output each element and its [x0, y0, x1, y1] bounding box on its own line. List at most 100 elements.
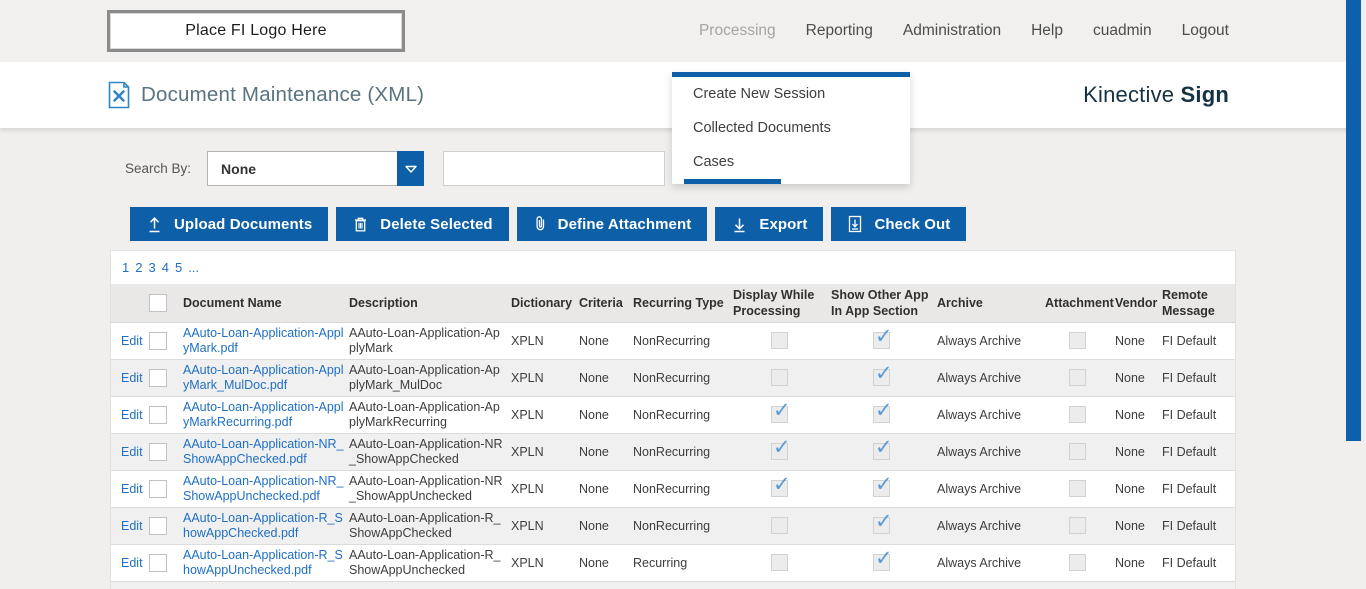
criteria-cell: None — [579, 333, 609, 348]
upload-icon — [149, 216, 160, 232]
description-cell: AAuto-Loan-Application-ApplyMark_MulDoc — [349, 358, 511, 396]
document-xml-icon — [108, 81, 130, 109]
edit-link[interactable]: Edit — [121, 370, 143, 385]
page-link-2[interactable]: 2 — [135, 260, 143, 275]
display-while-processing-checkbox — [771, 332, 788, 349]
nav-item-logout[interactable]: Logout — [1181, 22, 1229, 39]
row-select-checkbox[interactable] — [149, 405, 167, 424]
document-name-link[interactable]: AAuto-Loan-Application-NR_ShowAppUncheck… — [183, 473, 344, 503]
attachment-checkbox — [1069, 443, 1086, 460]
check-out-button[interactable]: Check Out — [831, 207, 967, 241]
attachment-checkbox — [1069, 517, 1086, 534]
upload-documents-button[interactable]: Upload Documents — [130, 207, 329, 241]
page-title: Document Maintenance (XML) — [141, 83, 425, 106]
col-attachment: Attachment — [1045, 284, 1115, 323]
show-other-app-checkbox — [873, 435, 893, 460]
remote-message-cell: FI Default — [1162, 432, 1235, 470]
scrollbar-track — [1361, 0, 1366, 589]
description-cell: AAuto-Loan-Application-R_ShowAppChecked — [349, 506, 511, 544]
row-select-checkbox[interactable] — [149, 368, 167, 387]
description-cell: AAuto-Loan-Application-NR_ShowAppChecked — [349, 432, 511, 470]
archive-cell: Always Archive — [937, 395, 1045, 433]
menu-item-cases[interactable]: Cases — [693, 154, 735, 170]
row-select-checkbox[interactable] — [149, 516, 167, 535]
attachment-checkbox — [1069, 554, 1086, 571]
document-table-body: Edit AAuto-Loan-Application-ApplyMark.pd… — [111, 322, 1235, 589]
show-other-app-checkbox — [873, 324, 893, 349]
edit-link[interactable]: Edit — [121, 444, 143, 459]
table-row: Edit AAuto-Loan-Application-ApplyMark.pd… — [111, 322, 1235, 359]
dictionary-cell: XPLN — [511, 358, 579, 396]
page-link-5[interactable]: 5 — [174, 260, 183, 275]
row-select-checkbox[interactable] — [149, 553, 167, 572]
row-select-checkbox[interactable] — [149, 442, 167, 461]
recurring-type-cell: NonRecurring — [633, 333, 711, 348]
archive-cell: Always Archive — [937, 543, 1045, 581]
nav-item-cuadmin[interactable]: cuadmin — [1092, 22, 1152, 39]
document-name-link[interactable]: AAuto-Loan-Application-NR_ShowAppChecked… — [183, 436, 344, 466]
document-name-link[interactable]: AAuto-Loan-Application-ApplyMark.pdf — [183, 325, 344, 355]
vendor-cell: None — [1115, 358, 1162, 396]
delete-selected-button[interactable]: Delete Selected — [336, 207, 509, 241]
page-link-4[interactable]: 4 — [161, 260, 169, 275]
menu-item-collected-documents[interactable]: Collected Documents — [693, 120, 831, 136]
attachment-checkbox — [1069, 406, 1086, 423]
search-by-dropdown-button[interactable] — [397, 151, 425, 186]
menu-item-create-new-session[interactable]: Create New Session — [693, 86, 826, 102]
show-other-app-checkbox — [873, 546, 893, 571]
description-cell: AAuto-Loan-Application-RS — [349, 580, 511, 589]
remote-message-cell: FI Default — [1162, 333, 1217, 348]
edit-link[interactable]: Edit — [121, 555, 143, 570]
remote-message-cell: FI Default — [1162, 543, 1235, 581]
nav-item-reporting[interactable]: Reporting — [805, 22, 873, 39]
document-name-link[interactable]: AAuto-Loan-Application-ApplyMarkRecurrin… — [183, 399, 344, 429]
menu-active-indicator — [684, 179, 781, 184]
recurring-type-cell: NonRecurring — [633, 432, 733, 470]
vendor-cell: None — [1115, 543, 1162, 581]
recurring-type-cell: NonRecurring — [633, 358, 733, 396]
brand-logo: Kinective Sign — [1083, 62, 1229, 128]
nav-item-administration[interactable]: Administration — [902, 22, 1002, 39]
document-name-link[interactable]: AAuto-Loan-Application-R_ShowAppUnchecke… — [183, 547, 343, 577]
row-select-checkbox[interactable] — [149, 479, 167, 498]
define-attachment-button[interactable]: Define Attachment — [516, 207, 708, 241]
vendor-cell: None — [1115, 395, 1162, 433]
page-link-3[interactable]: 3 — [148, 260, 156, 275]
processing-dropdown-menu: Create New Session Collected Documents C… — [672, 72, 910, 184]
select-all-checkbox[interactable] — [149, 293, 167, 312]
edit-link[interactable]: Edit — [121, 481, 143, 496]
table-row: Edit AAuto-Loan-Application-R_ShowAppUnc… — [111, 543, 1235, 581]
nav-item-processing[interactable]: Processing — [698, 22, 776, 39]
document-name-link[interactable]: AAuto-Loan-Application-ApplyMark_MulDoc.… — [183, 362, 344, 392]
attachment-checkbox — [1069, 369, 1086, 386]
table-row: Edit AAuto-Loan-Application-NR_ShowAppUn… — [111, 469, 1235, 507]
document-name-link[interactable]: AAuto-Loan-Application-R_ShowAppChecked.… — [183, 510, 343, 540]
edit-link[interactable]: Edit — [121, 407, 143, 422]
vendor-cell: None — [1115, 432, 1162, 470]
display-while-processing-checkbox — [771, 398, 791, 423]
row-select-checkbox[interactable] — [149, 331, 167, 350]
chevron-down-icon — [404, 165, 417, 173]
attachment-checkbox — [1069, 332, 1086, 349]
page-link-more[interactable]: ... — [188, 260, 200, 275]
display-while-processing-checkbox — [771, 472, 791, 497]
archive-cell: Always Archive — [937, 506, 1045, 544]
page-link-1[interactable]: 1 — [122, 260, 130, 275]
col-display-while-processing: Display While Processing — [733, 284, 831, 323]
dictionary-cell — [511, 580, 579, 589]
export-button[interactable]: Export — [715, 207, 824, 241]
recurring-type-cell: NonRecurring — [633, 469, 733, 507]
dictionary-cell: XPLN — [511, 432, 579, 470]
search-by-selected-value[interactable]: None — [207, 151, 398, 186]
fi-logo-placeholder: Place FI Logo Here — [107, 10, 405, 52]
table-row: Edit AAuto-Loan-Application-RS AAuto-Loa… — [111, 580, 1235, 589]
edit-link[interactable]: Edit — [121, 333, 143, 348]
edit-link[interactable]: Edit — [121, 518, 143, 533]
criteria-cell: None — [579, 543, 633, 581]
search-input[interactable] — [443, 151, 666, 186]
nav-item-help[interactable]: Help — [1031, 22, 1063, 39]
scrollbar-thumb[interactable] — [1346, 0, 1361, 441]
search-by-select[interactable]: None — [207, 151, 425, 186]
fi-logo-text: Place FI Logo Here — [185, 22, 327, 39]
col-document-name: Document Name — [183, 284, 349, 323]
